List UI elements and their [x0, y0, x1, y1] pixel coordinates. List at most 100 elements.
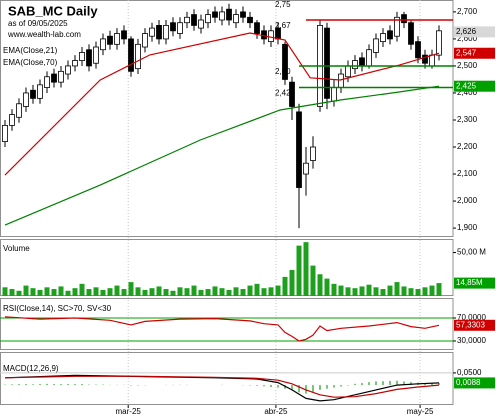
value-box-label: 2,547	[456, 48, 477, 57]
volume-bar	[58, 286, 64, 296]
candle-body	[387, 30, 393, 40]
panel-title: Volume	[3, 244, 30, 253]
candle-body	[352, 60, 358, 70]
candle-body	[177, 22, 183, 34]
x-tick-label: may-25	[407, 407, 434, 416]
y-tick-label: 2,300	[457, 115, 478, 124]
volume-bar	[114, 285, 120, 296]
candle-body	[373, 38, 379, 53]
y-tick-label: 1,900	[457, 223, 478, 232]
volume-bar	[163, 289, 169, 296]
candle-body	[86, 49, 92, 67]
volume-bar	[142, 289, 148, 296]
candle-body	[219, 11, 225, 21]
volume-bar	[135, 287, 141, 296]
volume-bar	[261, 288, 267, 296]
volume-bar	[373, 287, 379, 296]
volume-bar	[44, 287, 50, 296]
volume-bar	[191, 285, 197, 296]
candle-body	[212, 11, 218, 18]
volume-bar	[86, 289, 92, 296]
candle-body	[429, 54, 435, 67]
value-box	[454, 277, 495, 289]
volume-bar	[16, 290, 22, 296]
value-box	[454, 26, 495, 38]
volume-bar	[345, 287, 351, 296]
candle-body	[163, 25, 169, 40]
x-tick-label: mar-25	[116, 407, 142, 416]
candle-body	[240, 11, 246, 18]
candle-body	[310, 146, 316, 161]
volume-bar	[275, 285, 281, 296]
candle-body	[2, 124, 8, 143]
candle-body	[422, 54, 428, 64]
volume-bar	[184, 288, 190, 296]
volume-bar	[156, 286, 162, 296]
y-tick-label: 2,000	[457, 196, 478, 205]
candle-body	[107, 35, 113, 45]
candle-body	[72, 60, 78, 67]
candle-body	[121, 30, 127, 40]
candle-body	[93, 46, 99, 64]
candle-body	[226, 8, 232, 21]
volume-bar	[233, 287, 239, 296]
candle-body	[296, 111, 302, 188]
candle-body	[247, 16, 253, 24]
candle-body	[191, 14, 197, 26]
volume-bar	[65, 290, 71, 296]
value-box-label: 57,3303	[456, 320, 485, 329]
candle-body	[408, 22, 414, 45]
volume-bar	[9, 289, 15, 296]
candle-body	[114, 33, 120, 45]
value-box-label: 2,626	[456, 27, 477, 36]
legend-entry: EMA(Close,21)	[3, 46, 58, 55]
candle-body	[359, 57, 365, 67]
level-label: 2,75	[275, 0, 291, 9]
candle-body	[142, 33, 148, 48]
candle-body	[205, 14, 211, 24]
candle-body	[23, 92, 29, 107]
y-tick-label: 70,0000	[457, 313, 486, 322]
candle-body	[401, 14, 407, 24]
volume-bar	[310, 265, 316, 296]
y-tick-label: 2,600	[457, 34, 478, 43]
indicator-line	[4, 316, 440, 342]
chart-subtitle: as of 09/05/2025	[8, 19, 68, 28]
volume-bar	[51, 289, 57, 296]
volume-bar	[121, 289, 127, 296]
candle-body	[184, 16, 190, 24]
candle-body	[51, 73, 57, 83]
candle-body	[100, 38, 106, 51]
y-tick-label: 2,400	[457, 88, 478, 97]
candle-body	[366, 49, 372, 67]
level-label: 2,50	[275, 67, 291, 76]
candle-body	[415, 41, 421, 59]
indicator-line	[4, 85, 440, 226]
candle-body	[233, 14, 239, 24]
x-tick-label: abr-25	[264, 407, 288, 416]
volume-bar	[170, 290, 176, 296]
indicator-line	[4, 32, 440, 176]
chart-title: SAB_MC Daily	[8, 3, 98, 18]
volume-bar	[226, 289, 232, 296]
volume-bar	[37, 289, 43, 296]
volume-bar	[387, 285, 393, 296]
candle-body	[345, 65, 351, 78]
volume-bar	[296, 245, 302, 296]
value-box	[454, 319, 495, 331]
volume-bar	[219, 288, 225, 296]
candle-body	[324, 27, 330, 99]
volume-bar	[247, 285, 253, 296]
panel-title: MACD(12,26,9)	[3, 364, 59, 373]
volume-bar	[317, 274, 323, 296]
volume-bar	[254, 283, 260, 296]
candle-body	[156, 25, 162, 40]
volume-bar	[205, 289, 211, 296]
y-tick-label: 0,0500	[457, 368, 482, 377]
candle-body	[198, 19, 204, 29]
volume-bar	[408, 288, 414, 296]
volume-bar	[149, 288, 155, 296]
volume-bar	[93, 287, 99, 296]
candle-body	[170, 22, 176, 32]
